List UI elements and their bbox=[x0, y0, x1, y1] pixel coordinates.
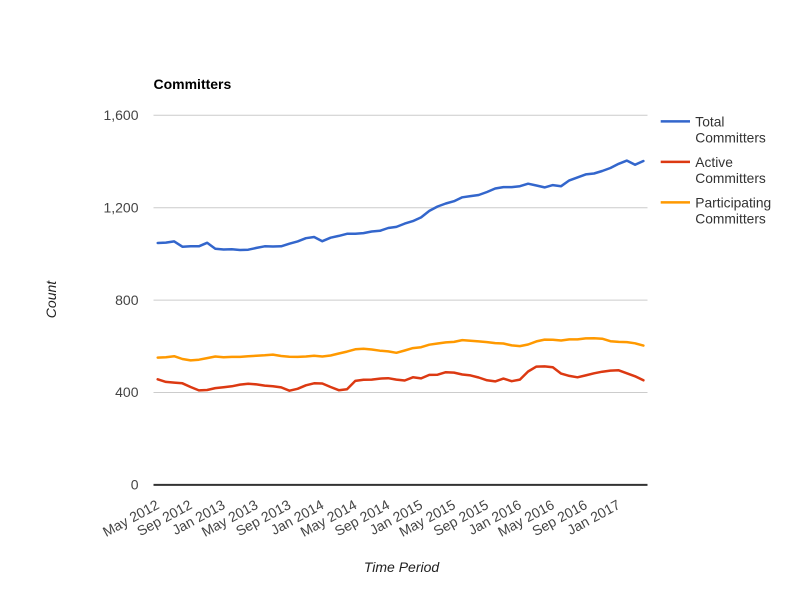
svg-text:Committers: Committers bbox=[695, 130, 766, 145]
svg-text:400: 400 bbox=[115, 384, 139, 400]
svg-text:1,200: 1,200 bbox=[103, 199, 138, 215]
svg-text:1,600: 1,600 bbox=[103, 107, 138, 123]
svg-text:800: 800 bbox=[115, 292, 139, 308]
svg-text:Total: Total bbox=[695, 114, 724, 129]
svg-text:Committers: Committers bbox=[154, 76, 232, 92]
svg-text:Participating: Participating bbox=[695, 195, 771, 210]
svg-text:Active: Active bbox=[695, 155, 733, 170]
svg-text:Time Period: Time Period bbox=[364, 559, 441, 575]
svg-text:Committers: Committers bbox=[695, 171, 766, 186]
svg-text:Committers: Committers bbox=[695, 211, 766, 226]
svg-text:0: 0 bbox=[131, 477, 139, 493]
svg-text:Count: Count bbox=[43, 280, 59, 318]
